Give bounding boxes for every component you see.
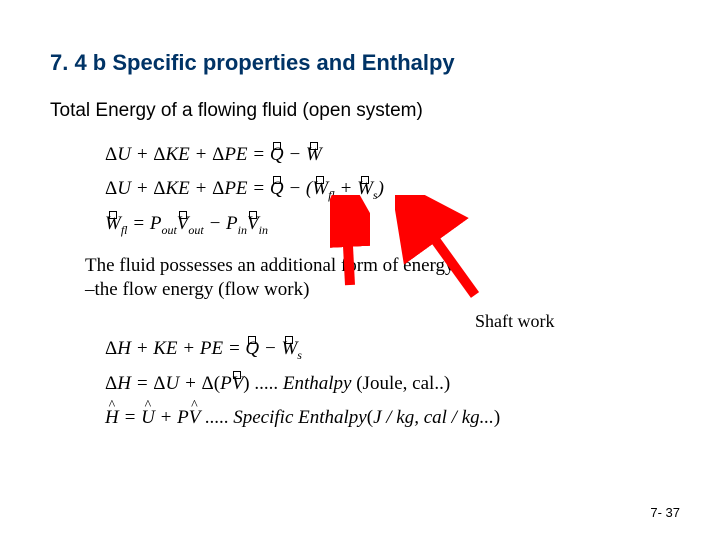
- flow-energy-note: The fluid possesses an additional form o…: [85, 254, 465, 302]
- slide-subtitle: Total Energy of a flowing fluid (open sy…: [50, 100, 670, 122]
- equation-block-2: ΔH + KE + PE = Q − Ws ΔH = ΔU + Δ(PV) ..…: [105, 334, 670, 434]
- shaft-work-label: Shaft work: [475, 311, 555, 332]
- page-number: 7- 37: [650, 505, 680, 520]
- slide-title: 7. 4 b Specific properties and Enthalpy: [50, 50, 670, 76]
- eq2-line-3: H = U + PV ..... Specific Enthalpy(J / k…: [105, 403, 670, 433]
- eq2-line-1: ΔH + KE + PE = Q − Ws: [105, 334, 670, 365]
- eq-line-3: Wfl = PoutVout − PinVin: [105, 209, 670, 240]
- eq2-line-2: ΔH = ΔU + Δ(PV) ..... Enthalpy (Joule, c…: [105, 369, 670, 399]
- eq-line-1: ΔU + ΔKE + ΔPE = Q − W: [105, 140, 670, 170]
- eq-line-2: ΔU + ΔKE + ΔPE = Q − (Wfl + Ws): [105, 174, 670, 205]
- equation-block-1: ΔU + ΔKE + ΔPE = Q − W ΔU + ΔKE + ΔPE = …: [105, 140, 670, 240]
